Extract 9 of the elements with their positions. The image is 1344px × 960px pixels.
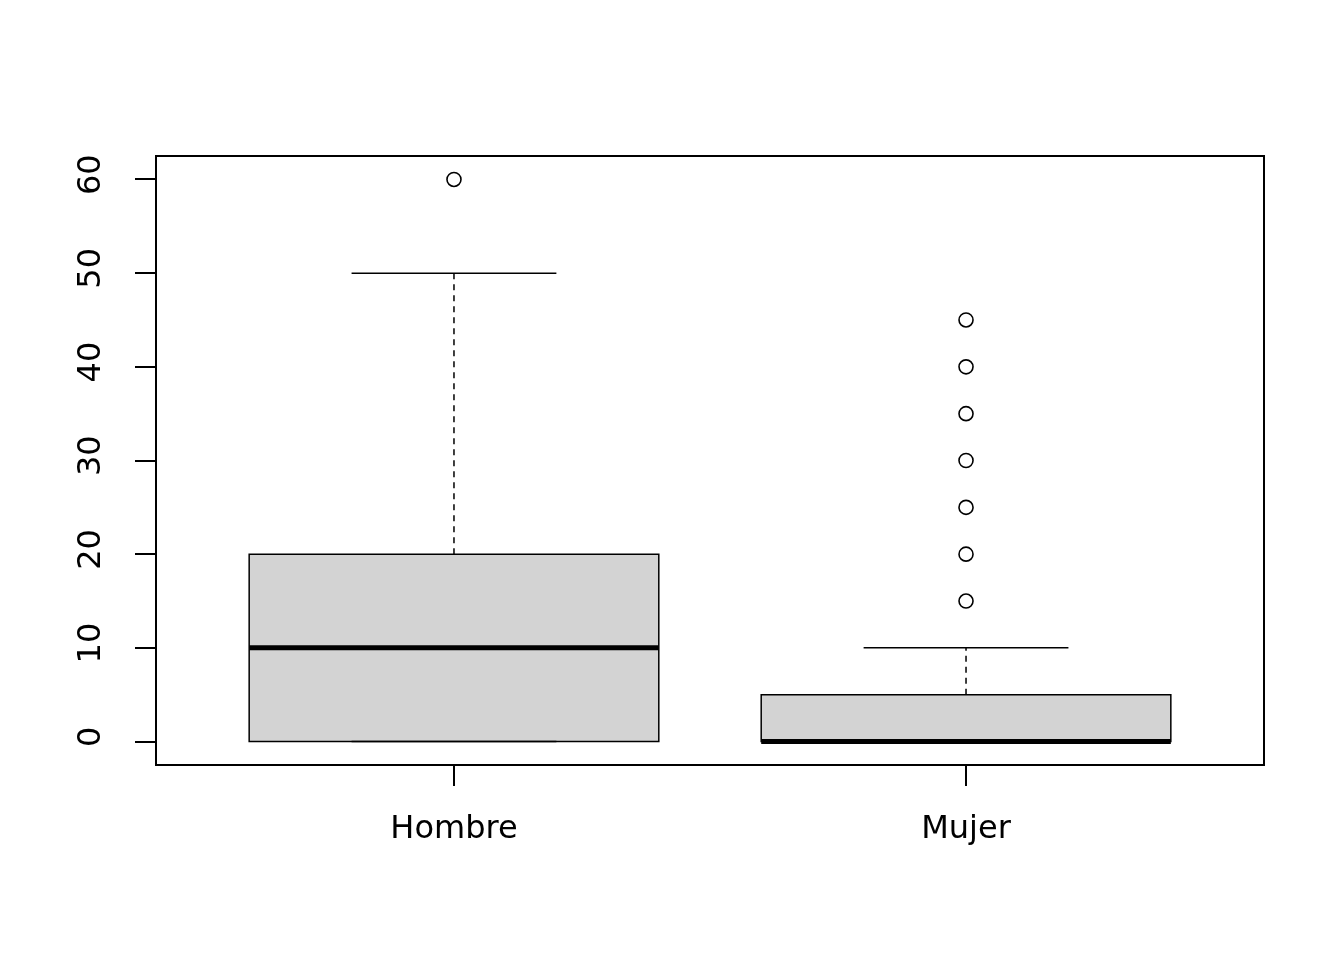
y-tick-label: 30 bbox=[70, 435, 109, 477]
x-tick-label: Mujer bbox=[921, 808, 1012, 847]
y-tick-label: 20 bbox=[70, 529, 109, 570]
y-tick-label: 10 bbox=[70, 622, 109, 664]
y-tick-label: 50 bbox=[70, 247, 109, 289]
y-tick-label: 0 bbox=[70, 726, 109, 747]
x-tick-label: Hombre bbox=[390, 808, 518, 847]
y-tick-label: 40 bbox=[70, 341, 109, 383]
y-tick-label: 60 bbox=[70, 154, 109, 196]
